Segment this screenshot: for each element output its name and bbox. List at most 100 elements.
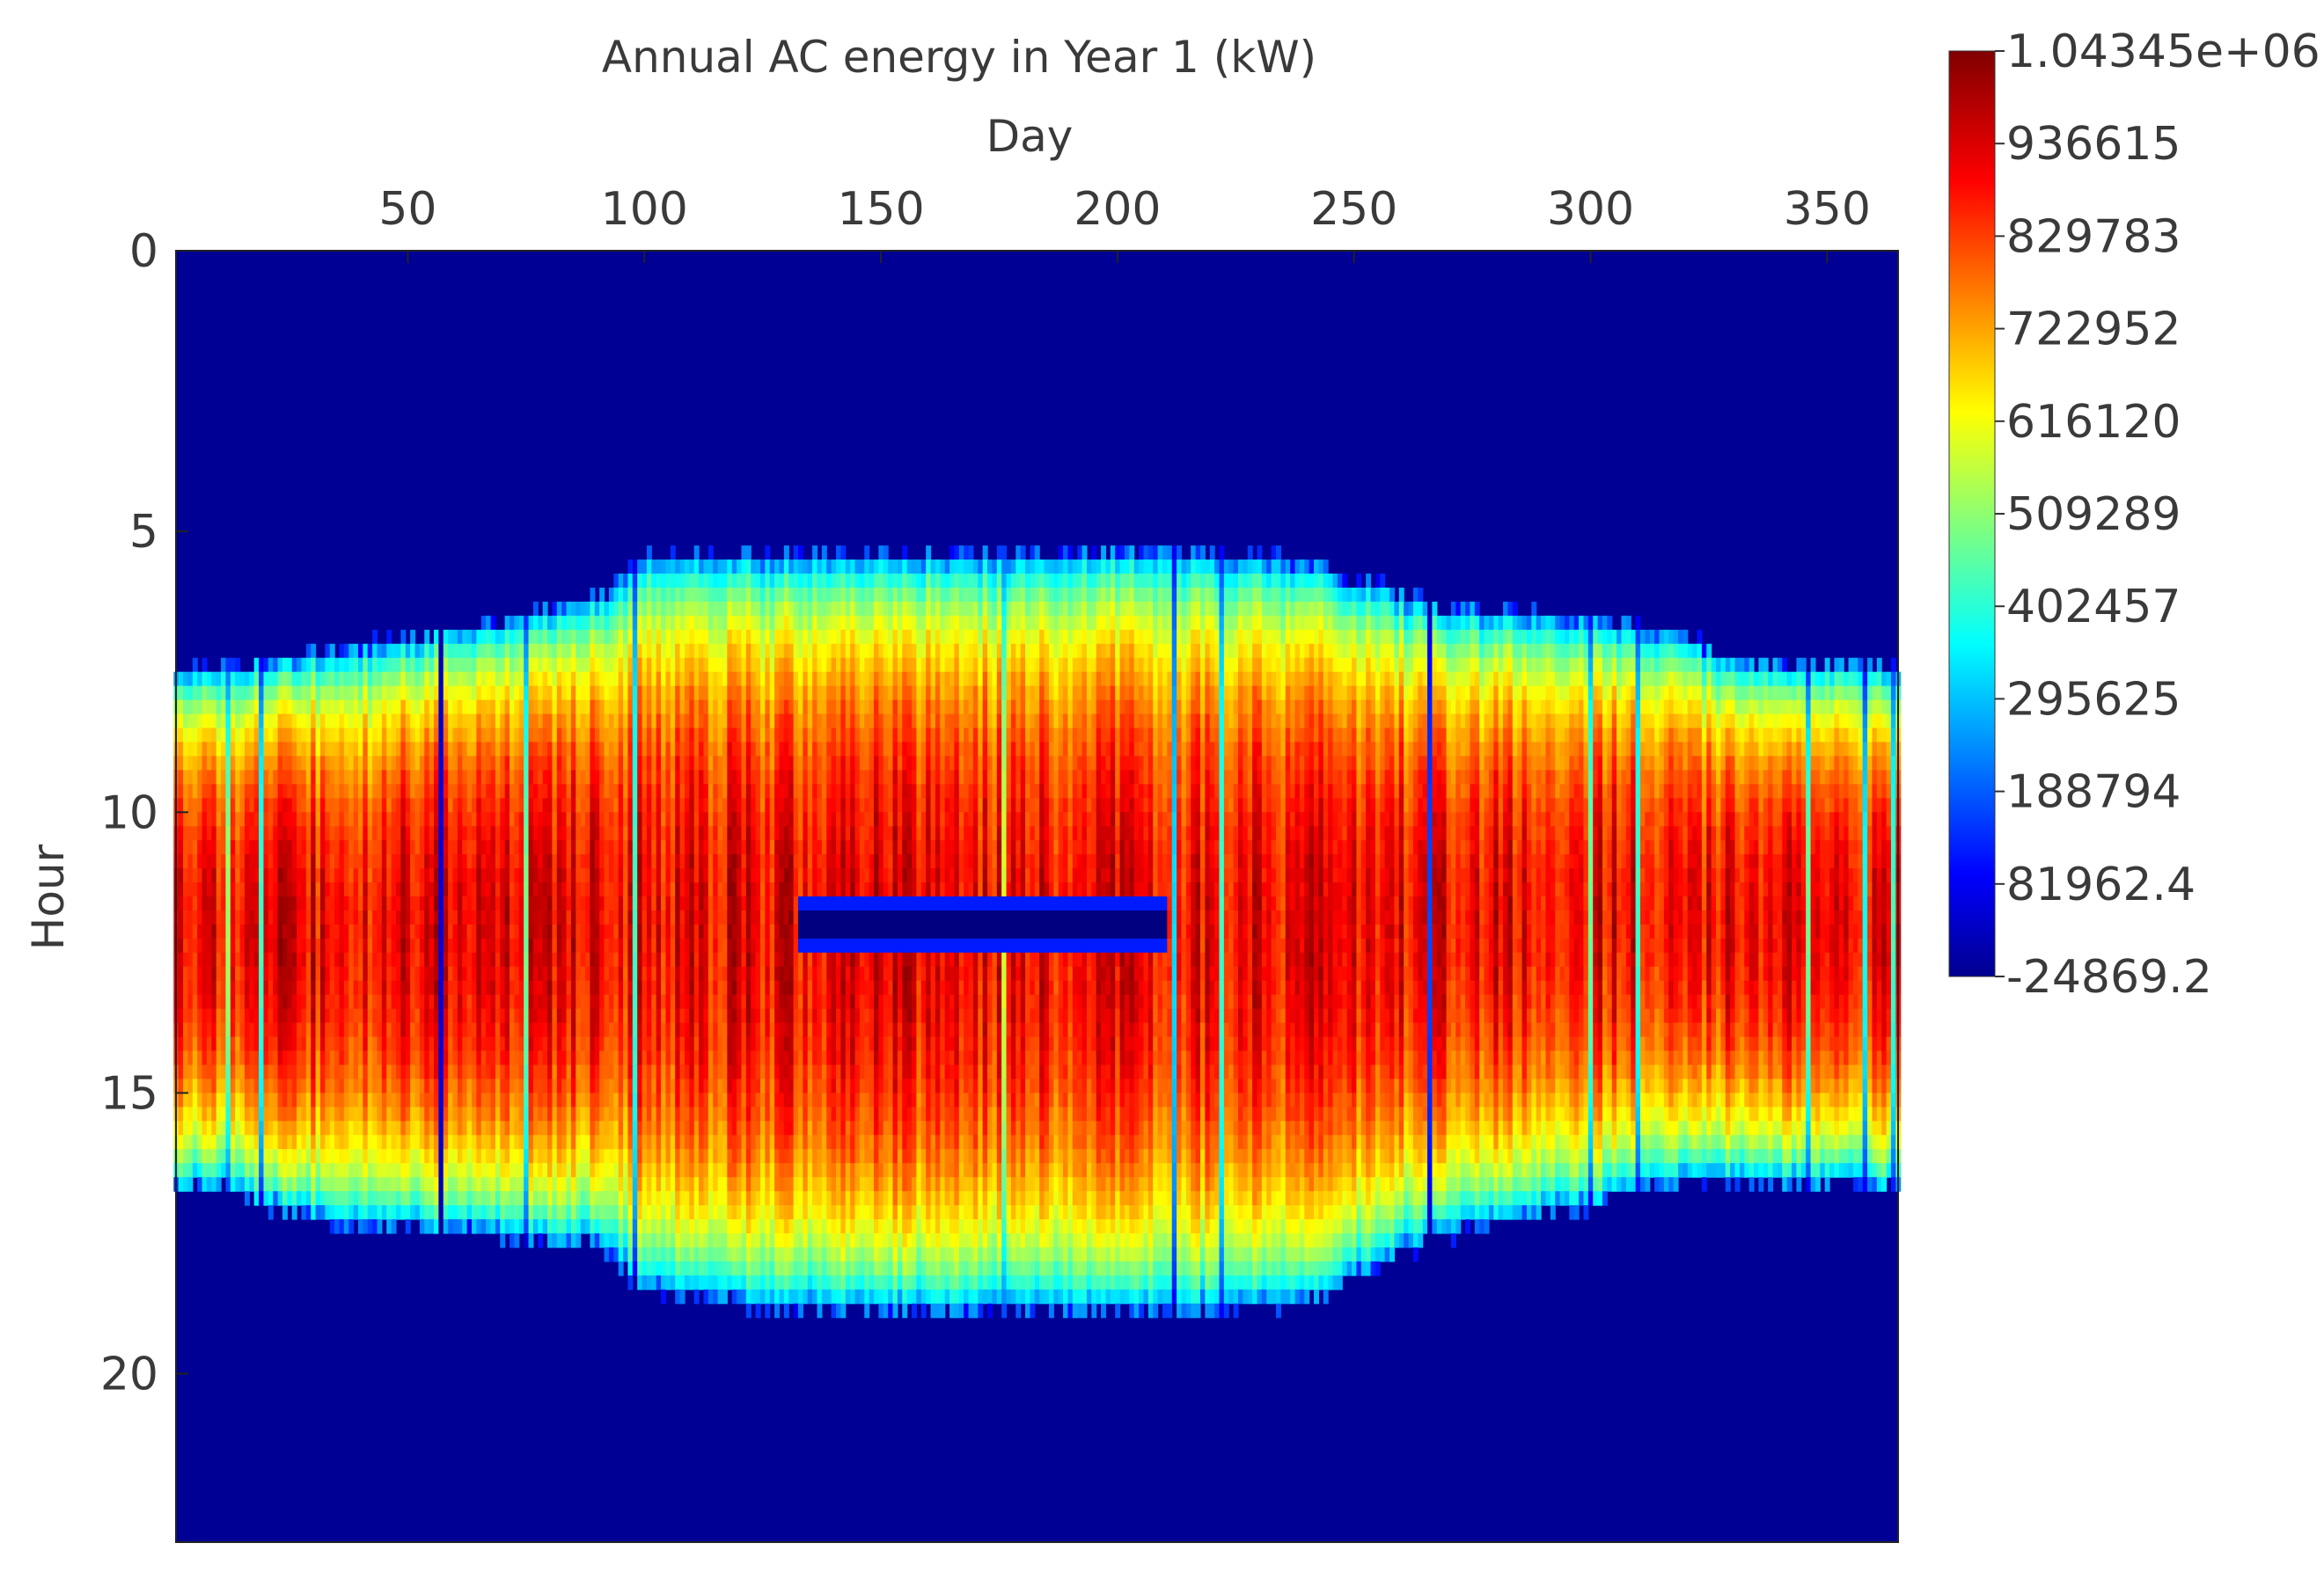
- heat-cell: [500, 952, 506, 968]
- heat-cell: [334, 1050, 341, 1066]
- heat-cell: [357, 1064, 363, 1080]
- heat-cell: [699, 812, 705, 827]
- heat-cell: [623, 1064, 629, 1080]
- heat-cell: [396, 1079, 401, 1093]
- heat-cell: [239, 966, 246, 982]
- heat-cell: [599, 1079, 605, 1093]
- heat-cell: [518, 938, 524, 954]
- heat-cell: [339, 1121, 345, 1136]
- heat-cell: [400, 770, 407, 785]
- heat-cell: [424, 742, 430, 757]
- heat-cell: [287, 1036, 293, 1052]
- heat-cell: [434, 896, 439, 911]
- heat-cell: [343, 854, 349, 869]
- heat-cell: [363, 1121, 369, 1136]
- heat-cell: [235, 1008, 241, 1024]
- heat-cell: [670, 910, 676, 925]
- heat-cell: [538, 798, 544, 813]
- heat-cell: [684, 1008, 690, 1024]
- heat-cell: [311, 798, 317, 813]
- heat-cell: [646, 1093, 652, 1108]
- heat-cell: [618, 910, 624, 925]
- heat-cell: [699, 826, 705, 841]
- heat-cell: [627, 1191, 634, 1206]
- heat-cell: [372, 1050, 378, 1066]
- heat-cell: [646, 643, 652, 659]
- heat-cell: [480, 615, 487, 631]
- heat-cell: [684, 559, 690, 574]
- heat-cell: [632, 980, 638, 996]
- heat-cell: [486, 1093, 492, 1108]
- heat-cell: [632, 1064, 638, 1080]
- heat-cell: [434, 756, 439, 771]
- heat-cell: [230, 1036, 236, 1052]
- heat-cell: [343, 1135, 349, 1150]
- heat-cell: [641, 1177, 648, 1192]
- heat-cell: [434, 770, 439, 785]
- heat-cell: [514, 1064, 520, 1080]
- heat-cell: [225, 784, 231, 799]
- heat-cell: [679, 629, 685, 645]
- heat-cell: [452, 1205, 458, 1220]
- heat-cell: [315, 1050, 321, 1066]
- heat-cell: [448, 770, 454, 785]
- day-column: [386, 629, 392, 1234]
- heat-cell: [183, 1121, 189, 1136]
- heat-cell: [443, 1191, 449, 1206]
- heat-cell: [230, 1050, 236, 1066]
- heat-cell: [268, 1135, 274, 1150]
- heat-cell: [561, 1008, 568, 1024]
- heat-cell: [410, 896, 416, 911]
- heat-cell: [443, 784, 449, 799]
- heat-cell: [641, 1121, 648, 1136]
- heat-cell: [703, 587, 709, 603]
- heat-cell: [381, 1050, 387, 1066]
- heat-cell: [357, 1135, 363, 1150]
- heat-cell: [178, 938, 184, 954]
- heat-cell: [538, 629, 544, 645]
- heat-cell: [608, 854, 614, 869]
- heat-cell: [693, 1022, 700, 1038]
- heat-cell: [343, 994, 349, 1010]
- heat-cell: [334, 770, 341, 785]
- heat-cell: [675, 643, 681, 659]
- heat-cell: [434, 1149, 439, 1164]
- heat-cell: [291, 1036, 297, 1052]
- heat-cell: [202, 1107, 208, 1122]
- heat-cell: [230, 882, 236, 897]
- heat-cell: [641, 770, 648, 785]
- heat-cell: [632, 1163, 638, 1178]
- heat-cell: [608, 1149, 614, 1164]
- heat-cell: [684, 1219, 690, 1234]
- heat-cell: [178, 713, 184, 729]
- heat-cell: [291, 938, 297, 954]
- heat-cell: [434, 1107, 439, 1122]
- heat-cell: [301, 756, 307, 771]
- heat-cell: [675, 1050, 681, 1066]
- heat-cell: [367, 1121, 373, 1136]
- heat-cell: [661, 1064, 667, 1080]
- heat-cell: [524, 896, 530, 911]
- heat-cell: [462, 784, 468, 799]
- heat-cell: [693, 882, 700, 897]
- heat-cell: [613, 798, 619, 813]
- heat-cell: [381, 924, 387, 940]
- heat-cell: [277, 938, 283, 954]
- heat-cell: [183, 952, 189, 968]
- heat-cell: [400, 1177, 407, 1192]
- heat-cell: [552, 952, 558, 968]
- heat-cell: [699, 1135, 705, 1150]
- heat-cell: [410, 1022, 416, 1038]
- heat-cell: [613, 671, 619, 687]
- heat-cell: [249, 770, 255, 785]
- heat-cell: [665, 1036, 671, 1052]
- heat-cell: [244, 910, 250, 925]
- heat-cell: [319, 1079, 326, 1093]
- heat-cell: [656, 826, 662, 841]
- heat-cell: [679, 1275, 685, 1291]
- heat-cell: [476, 1135, 482, 1150]
- heat-cell: [637, 657, 643, 673]
- heat-cell: [661, 559, 667, 574]
- heat-cell: [656, 699, 662, 715]
- heat-cell: [334, 1135, 341, 1150]
